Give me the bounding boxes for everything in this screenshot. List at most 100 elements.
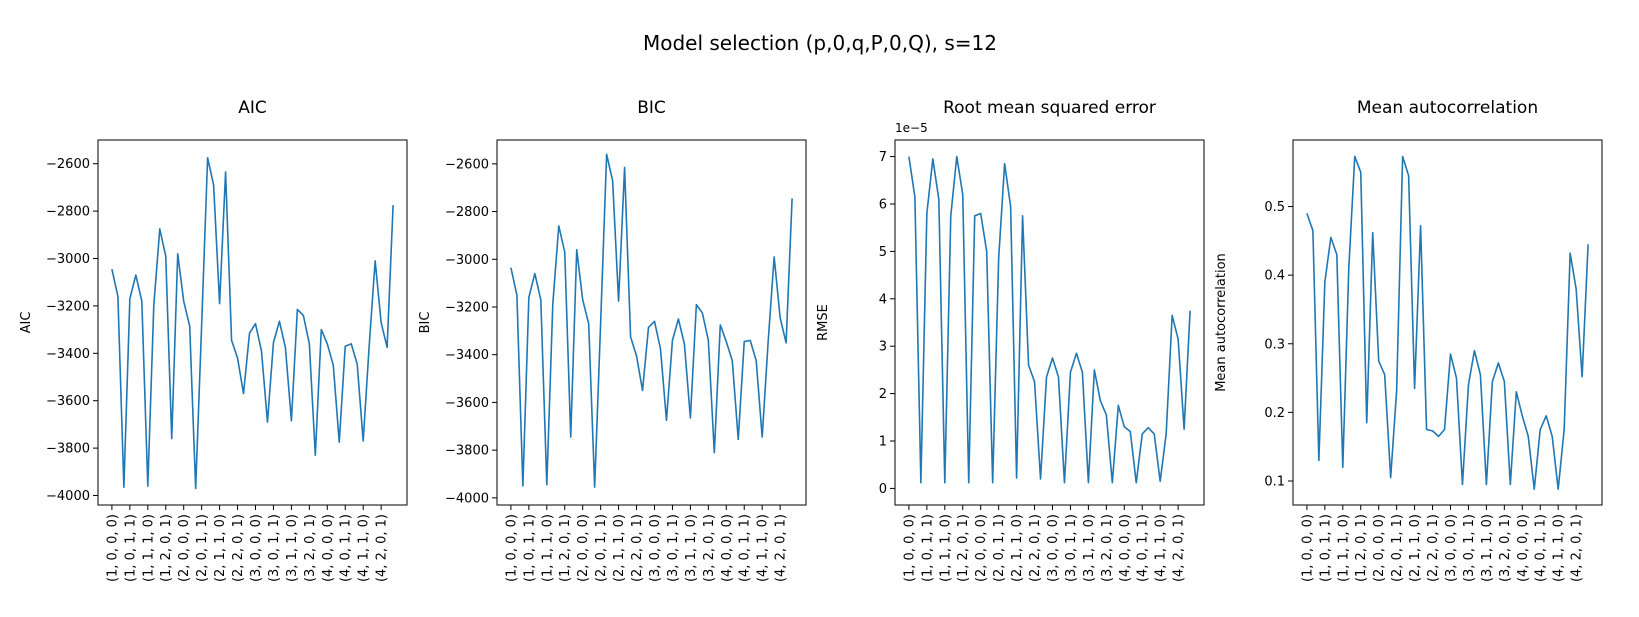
- x-tick-label: (2, 2, 0, 1): [1028, 514, 1043, 582]
- y-offset-label: 1e−5: [895, 121, 928, 135]
- y-tick-label: −3400: [46, 347, 90, 362]
- y-tick-label: −3200: [445, 300, 489, 315]
- x-tick-label: (1, 2, 0, 1): [558, 514, 573, 582]
- plot-frame: [97, 139, 408, 506]
- x-tick-label: (2, 0, 1, 1): [195, 514, 210, 582]
- y-tick-label: −3200: [46, 299, 90, 314]
- x-tick-label: (4, 1, 1, 0): [1154, 514, 1169, 582]
- y-axis-label: BIC: [418, 312, 433, 334]
- x-tick-label: (4, 0, 1, 1): [339, 514, 354, 582]
- chart-panel-3: Root mean squared error RMSE 1e−5 0 1 2 3 4 5 6 7 (…: [816, 98, 1205, 582]
- x-tick-label: (2, 0, 1, 1): [992, 514, 1007, 582]
- y-tick-label: 1: [879, 435, 887, 450]
- y-tick-label: 3: [879, 340, 887, 355]
- x-tick-label: (4, 2, 0, 1): [1570, 514, 1585, 582]
- x-tick-label: (4, 0, 1, 1): [738, 514, 753, 582]
- x-tick-label: (1, 0, 0, 0): [1300, 514, 1315, 582]
- x-tick-label: (3, 2, 0, 1): [303, 514, 318, 582]
- y-tick-label: −3000: [46, 252, 90, 267]
- x-tick-label: (1, 1, 1, 0): [540, 514, 555, 582]
- y-tick-label: −2800: [46, 205, 90, 220]
- x-tick-label: (4, 2, 0, 1): [1172, 514, 1187, 582]
- x-tick-label: (2, 1, 1, 0): [1010, 514, 1025, 582]
- y-tick-label: 0.1: [1264, 474, 1285, 489]
- y-tick-label: 0.3: [1264, 337, 1285, 352]
- x-tick-label: (3, 0, 1, 1): [666, 514, 681, 582]
- x-tick-label: (1, 0, 0, 0): [504, 514, 519, 582]
- x-tick-label: (3, 0, 1, 1): [1064, 514, 1079, 582]
- y-axis-label: RMSE: [816, 304, 831, 341]
- y-tick-label: −4000: [46, 489, 90, 504]
- x-tick-label: (4, 1, 1, 0): [357, 514, 372, 582]
- x-tick-label: (3, 1, 1, 0): [1082, 514, 1097, 582]
- x-tick-label: (3, 0, 0, 0): [648, 514, 663, 582]
- y-tick-label: −2600: [46, 157, 90, 172]
- x-tick-label: (2, 0, 0, 0): [177, 514, 192, 582]
- figure-title: Model selection (p,0,q,P,0,Q), s=12: [643, 31, 997, 55]
- plot-frame: [894, 139, 1205, 506]
- y-tick-label: 5: [879, 245, 887, 260]
- chart-panel-1: AIC AIC −4000 −3800 −3600 −3400 −3200 −3000 −280…: [19, 98, 408, 582]
- y-tick-label: −2600: [445, 157, 489, 172]
- y-tick-label: 6: [879, 197, 887, 212]
- series-line: [111, 156, 394, 490]
- x-tick-label: (3, 0, 1, 1): [267, 514, 282, 582]
- x-tick-label: (4, 0, 0, 0): [1516, 514, 1531, 582]
- panel-title: AIC: [238, 98, 267, 118]
- y-axis-label: AIC: [19, 312, 34, 334]
- x-tick-label: (2, 2, 0, 1): [231, 514, 246, 582]
- x-tick-label: (3, 0, 0, 0): [1444, 514, 1459, 582]
- x-tick-label: (1, 1, 1, 0): [141, 514, 156, 582]
- y-tick-label: 0.4: [1264, 269, 1285, 284]
- panel-title: Mean autocorrelation: [1357, 98, 1538, 118]
- x-tick-label: (1, 2, 0, 1): [159, 514, 174, 582]
- x-tick-label: (1, 0, 1, 1): [123, 514, 138, 582]
- x-tick-label: (3, 1, 1, 0): [285, 514, 300, 582]
- y-tick-label: −2800: [445, 205, 489, 220]
- y-tick-label: −3400: [445, 348, 489, 363]
- y-tick-label: −3000: [445, 253, 489, 268]
- x-tick-label: (1, 0, 0, 0): [105, 514, 120, 582]
- plot-frame: [496, 139, 807, 506]
- x-tick-label: (1, 1, 1, 0): [938, 514, 953, 582]
- x-tick-label: (4, 0, 1, 1): [1534, 514, 1549, 582]
- y-tick-label: −3600: [445, 396, 489, 411]
- y-axis-label: Mean autocorrelation: [1214, 253, 1229, 392]
- panel-title: BIC: [637, 98, 666, 118]
- x-tick-label: (2, 0, 0, 0): [974, 514, 989, 582]
- x-tick-label: (3, 1, 1, 0): [684, 514, 699, 582]
- x-tick-label: (3, 0, 1, 1): [1462, 514, 1477, 582]
- series-line: [908, 155, 1191, 484]
- plot-frame: [1292, 139, 1603, 506]
- chart-panel-2: BIC BIC −4000 −3800 −3600 −3400 −3200 −3000 −280…: [418, 98, 807, 582]
- x-tick-label: (2, 1, 1, 0): [213, 514, 228, 582]
- y-tick-label: 7: [879, 150, 887, 165]
- x-tick-label: (3, 0, 0, 0): [249, 514, 264, 582]
- x-tick-label: (2, 1, 1, 0): [612, 514, 627, 582]
- x-tick-label: (2, 2, 0, 1): [630, 514, 645, 582]
- x-tick-label: (3, 2, 0, 1): [702, 514, 717, 582]
- panel-title: Root mean squared error: [943, 98, 1156, 118]
- x-tick-label: (1, 2, 0, 1): [1354, 514, 1369, 582]
- x-tick-label: (1, 0, 0, 0): [902, 514, 917, 582]
- x-tick-label: (1, 0, 1, 1): [1318, 514, 1333, 582]
- y-tick-label: 4: [879, 292, 887, 307]
- x-tick-label: (2, 0, 1, 1): [1390, 514, 1405, 582]
- x-tick-label: (1, 0, 1, 1): [522, 514, 537, 582]
- x-tick-label: (1, 2, 0, 1): [956, 514, 971, 582]
- chart-panel-4: Mean autocorrelation Mean autocorrelation…: [1214, 98, 1603, 582]
- x-tick-label: (4, 0, 1, 1): [1136, 514, 1151, 582]
- y-tick-label: −4000: [445, 491, 489, 506]
- x-tick-label: (3, 2, 0, 1): [1100, 514, 1115, 582]
- y-tick-label: −3800: [445, 444, 489, 459]
- x-tick-label: (2, 2, 0, 1): [1426, 514, 1441, 582]
- x-tick-label: (4, 0, 0, 0): [321, 514, 336, 582]
- x-tick-label: (4, 1, 1, 0): [756, 514, 771, 582]
- x-tick-label: (4, 2, 0, 1): [375, 514, 390, 582]
- y-tick-label: 0.5: [1264, 200, 1285, 215]
- x-tick-label: (2, 0, 1, 1): [594, 514, 609, 582]
- x-tick-label: (4, 0, 0, 0): [1118, 514, 1133, 582]
- x-tick-label: (4, 2, 0, 1): [774, 514, 789, 582]
